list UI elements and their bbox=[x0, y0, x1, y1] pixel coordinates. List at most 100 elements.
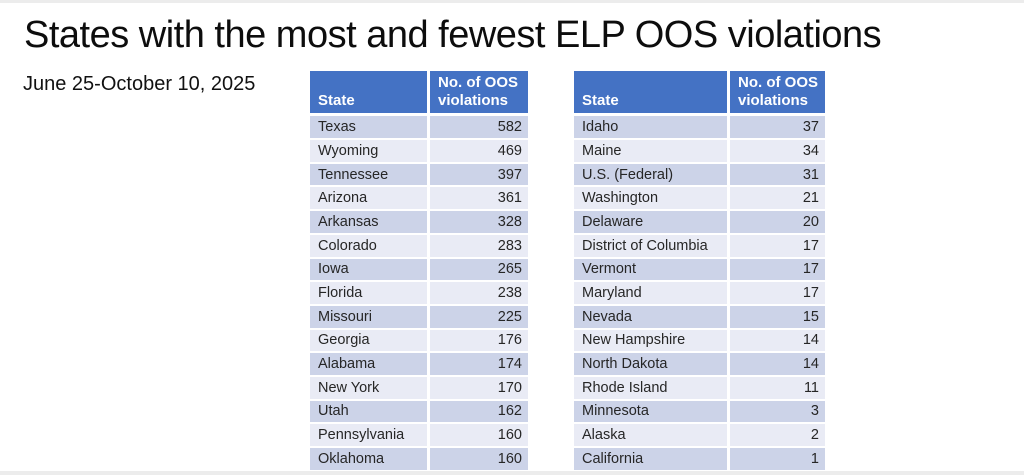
state-cell: Delaware bbox=[574, 211, 727, 235]
state-cell: Georgia bbox=[310, 329, 427, 354]
table-row: Arizona 361 bbox=[310, 187, 528, 212]
table-row: Iowa 265 bbox=[310, 258, 528, 283]
state-cell: Arizona bbox=[310, 187, 427, 212]
table-row: U.S. (Federal) 31 bbox=[574, 163, 825, 188]
state-cell: New Hampshire bbox=[574, 329, 727, 354]
state-column-header: State bbox=[310, 71, 427, 117]
table-row: Idaho 37 bbox=[574, 116, 825, 141]
violations-column-header: No. of OOS violations bbox=[727, 71, 825, 117]
state-cell: Vermont bbox=[574, 258, 727, 283]
violations-cell: 17 bbox=[727, 282, 825, 306]
table-row: Washington 21 bbox=[574, 187, 825, 212]
state-cell: Maryland bbox=[574, 282, 727, 306]
table-row: Texas 582 bbox=[310, 116, 528, 141]
violations-cell: 160 bbox=[427, 424, 528, 448]
violations-cell: 21 bbox=[727, 187, 825, 212]
violations-cell: 31 bbox=[727, 163, 825, 188]
table-row: New Hampshire 14 bbox=[574, 329, 825, 354]
violations-cell: 14 bbox=[727, 329, 825, 354]
violations-cell: 17 bbox=[727, 258, 825, 283]
state-cell: New York bbox=[310, 376, 427, 401]
violations-cell: 14 bbox=[727, 353, 825, 377]
table-row: Missouri 225 bbox=[310, 305, 528, 330]
state-cell: Missouri bbox=[310, 305, 427, 330]
violations-cell: 174 bbox=[427, 353, 528, 377]
slide-bottom-edge bbox=[0, 471, 1024, 475]
fewest-violations-body: Idaho 37 Maine 34 U.S. (Federal) 31 Washington… bbox=[574, 116, 825, 472]
date-range-subtitle: June 25-October 10, 2025 bbox=[23, 73, 256, 95]
state-cell: California bbox=[574, 448, 727, 472]
state-cell: Oklahoma bbox=[310, 448, 427, 472]
violations-cell: 176 bbox=[427, 329, 528, 354]
header-row: State No. of OOS violations bbox=[574, 71, 825, 117]
table-row: Oklahoma 160 bbox=[310, 448, 528, 472]
table-row: Colorado 283 bbox=[310, 234, 528, 259]
state-cell: North Dakota bbox=[574, 353, 727, 377]
violations-cell: 11 bbox=[727, 376, 825, 401]
violations-cell: 361 bbox=[427, 187, 528, 212]
table-row: Georgia 176 bbox=[310, 329, 528, 354]
table-row: Alaska 2 bbox=[574, 424, 825, 448]
page-title: States with the most and fewest ELP OOS … bbox=[24, 14, 882, 56]
violations-cell: 20 bbox=[727, 211, 825, 235]
violations-cell: 160 bbox=[427, 448, 528, 472]
state-cell: Alaska bbox=[574, 424, 727, 448]
violations-cell: 162 bbox=[427, 400, 528, 425]
table-row: Pennsylvania 160 bbox=[310, 424, 528, 448]
violations-cell: 582 bbox=[427, 116, 528, 141]
state-cell: Arkansas bbox=[310, 211, 427, 235]
table-row: Nevada 15 bbox=[574, 305, 825, 330]
state-cell: Alabama bbox=[310, 353, 427, 377]
violations-cell: 225 bbox=[427, 305, 528, 330]
state-cell: District of Columbia bbox=[574, 234, 727, 259]
violations-cell: 238 bbox=[427, 282, 528, 306]
state-cell: Minnesota bbox=[574, 400, 727, 425]
table-row: Utah 162 bbox=[310, 400, 528, 425]
violations-cell: 283 bbox=[427, 234, 528, 259]
violations-column-header: No. of OOS violations bbox=[427, 71, 528, 117]
table-row: New York 170 bbox=[310, 376, 528, 401]
state-cell: Tennessee bbox=[310, 163, 427, 188]
state-cell: Idaho bbox=[574, 116, 727, 141]
state-cell: Pennsylvania bbox=[310, 424, 427, 448]
state-cell: Nevada bbox=[574, 305, 727, 330]
fewest-violations-table: State No. of OOS violations Idaho 37 Maine… bbox=[574, 71, 825, 472]
state-cell: Washington bbox=[574, 187, 727, 212]
violations-cell: 469 bbox=[427, 140, 528, 164]
violations-cell: 170 bbox=[427, 376, 528, 401]
most-violations-table: State No. of OOS violations Texas 582 Wyom… bbox=[310, 71, 528, 472]
state-cell: Texas bbox=[310, 116, 427, 141]
table-row: Vermont 17 bbox=[574, 258, 825, 283]
state-cell: Utah bbox=[310, 400, 427, 425]
violations-cell: 3 bbox=[727, 400, 825, 425]
violations-cell: 15 bbox=[727, 305, 825, 330]
table-row: Delaware 20 bbox=[574, 211, 825, 235]
table-row: Alabama 174 bbox=[310, 353, 528, 377]
table-row: Minnesota 3 bbox=[574, 400, 825, 425]
violations-cell: 17 bbox=[727, 234, 825, 259]
header-row: State No. of OOS violations bbox=[310, 71, 528, 117]
violations-cell: 2 bbox=[727, 424, 825, 448]
table-row: Rhode Island 11 bbox=[574, 376, 825, 401]
violations-cell: 34 bbox=[727, 140, 825, 164]
state-cell: Rhode Island bbox=[574, 376, 727, 401]
table-row: Tennessee 397 bbox=[310, 163, 528, 188]
violations-cell: 397 bbox=[427, 163, 528, 188]
violations-cell: 265 bbox=[427, 258, 528, 283]
state-cell: Wyoming bbox=[310, 140, 427, 164]
table-row: Wyoming 469 bbox=[310, 140, 528, 164]
most-violations-body: Texas 582 Wyoming 469 Tennessee 397 Arizona 361… bbox=[310, 116, 528, 472]
state-cell: Florida bbox=[310, 282, 427, 306]
table-row: Maryland 17 bbox=[574, 282, 825, 306]
violations-cell: 1 bbox=[727, 448, 825, 472]
table-row: North Dakota 14 bbox=[574, 353, 825, 377]
table-row: Maine 34 bbox=[574, 140, 825, 164]
violations-cell: 37 bbox=[727, 116, 825, 141]
table-row: Florida 238 bbox=[310, 282, 528, 306]
table-row: Arkansas 328 bbox=[310, 211, 528, 235]
table-row: California 1 bbox=[574, 448, 825, 472]
violations-cell: 328 bbox=[427, 211, 528, 235]
state-cell: Colorado bbox=[310, 234, 427, 259]
table-row: District of Columbia 17 bbox=[574, 234, 825, 259]
